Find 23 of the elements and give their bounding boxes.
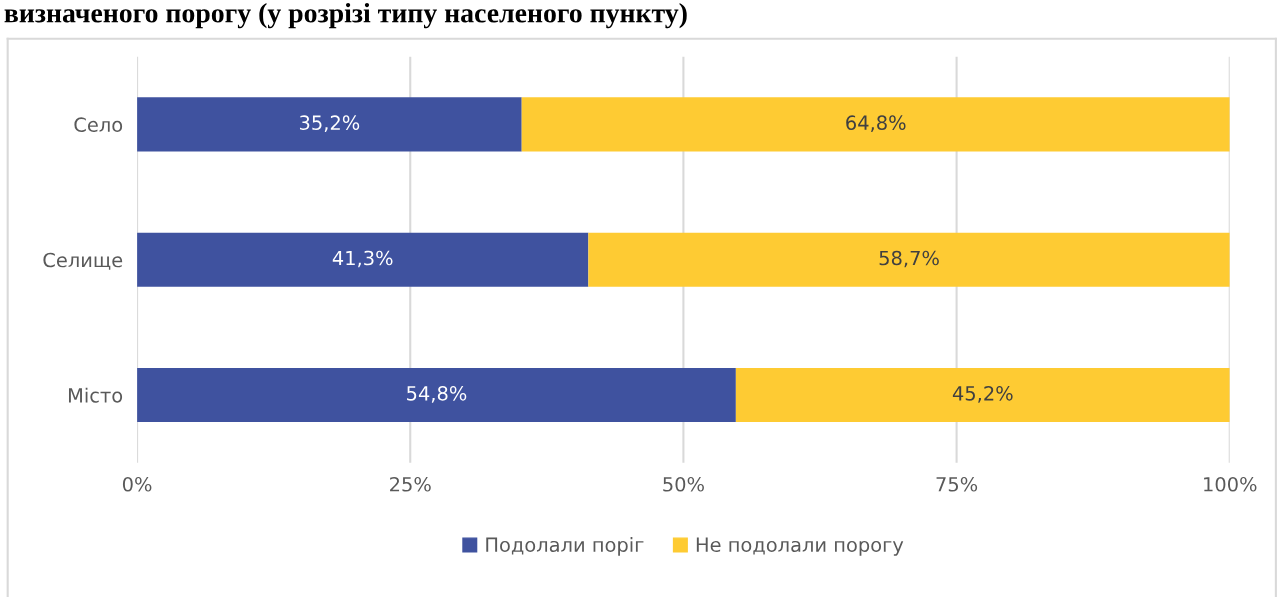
x-tick-label: 25% [390, 476, 431, 492]
data-label: 54,8% [407, 385, 467, 403]
y-tick-label: Селище [43, 252, 123, 270]
data-label: 64,8% [846, 115, 906, 132]
legend-label: Подолали поріг [486, 537, 644, 556]
x-tick-label: 100% [1204, 476, 1257, 492]
x-tick-label: 75% [936, 476, 978, 492]
y-tick-label: Село [74, 117, 123, 133]
data-label: 35,2% [299, 115, 360, 132]
data-label: 58,7% [879, 250, 939, 268]
data-label: 41,3% [332, 250, 393, 268]
bar [137, 367, 736, 423]
data-label: 45,2% [952, 385, 1013, 403]
bar [521, 97, 1230, 152]
bar [588, 232, 1230, 287]
x-tick-label: 50% [663, 476, 704, 492]
legend-label: Не подолали порогу [696, 537, 904, 556]
bar [137, 97, 522, 152]
bar [137, 232, 589, 287]
y-tick-label: Місто [68, 387, 123, 403]
x-tick-label: 0% [122, 476, 152, 492]
bar [735, 367, 1230, 423]
chart-title: визначеного порогу (у розрізі типу населеного пункту) [4, 2, 687, 29]
